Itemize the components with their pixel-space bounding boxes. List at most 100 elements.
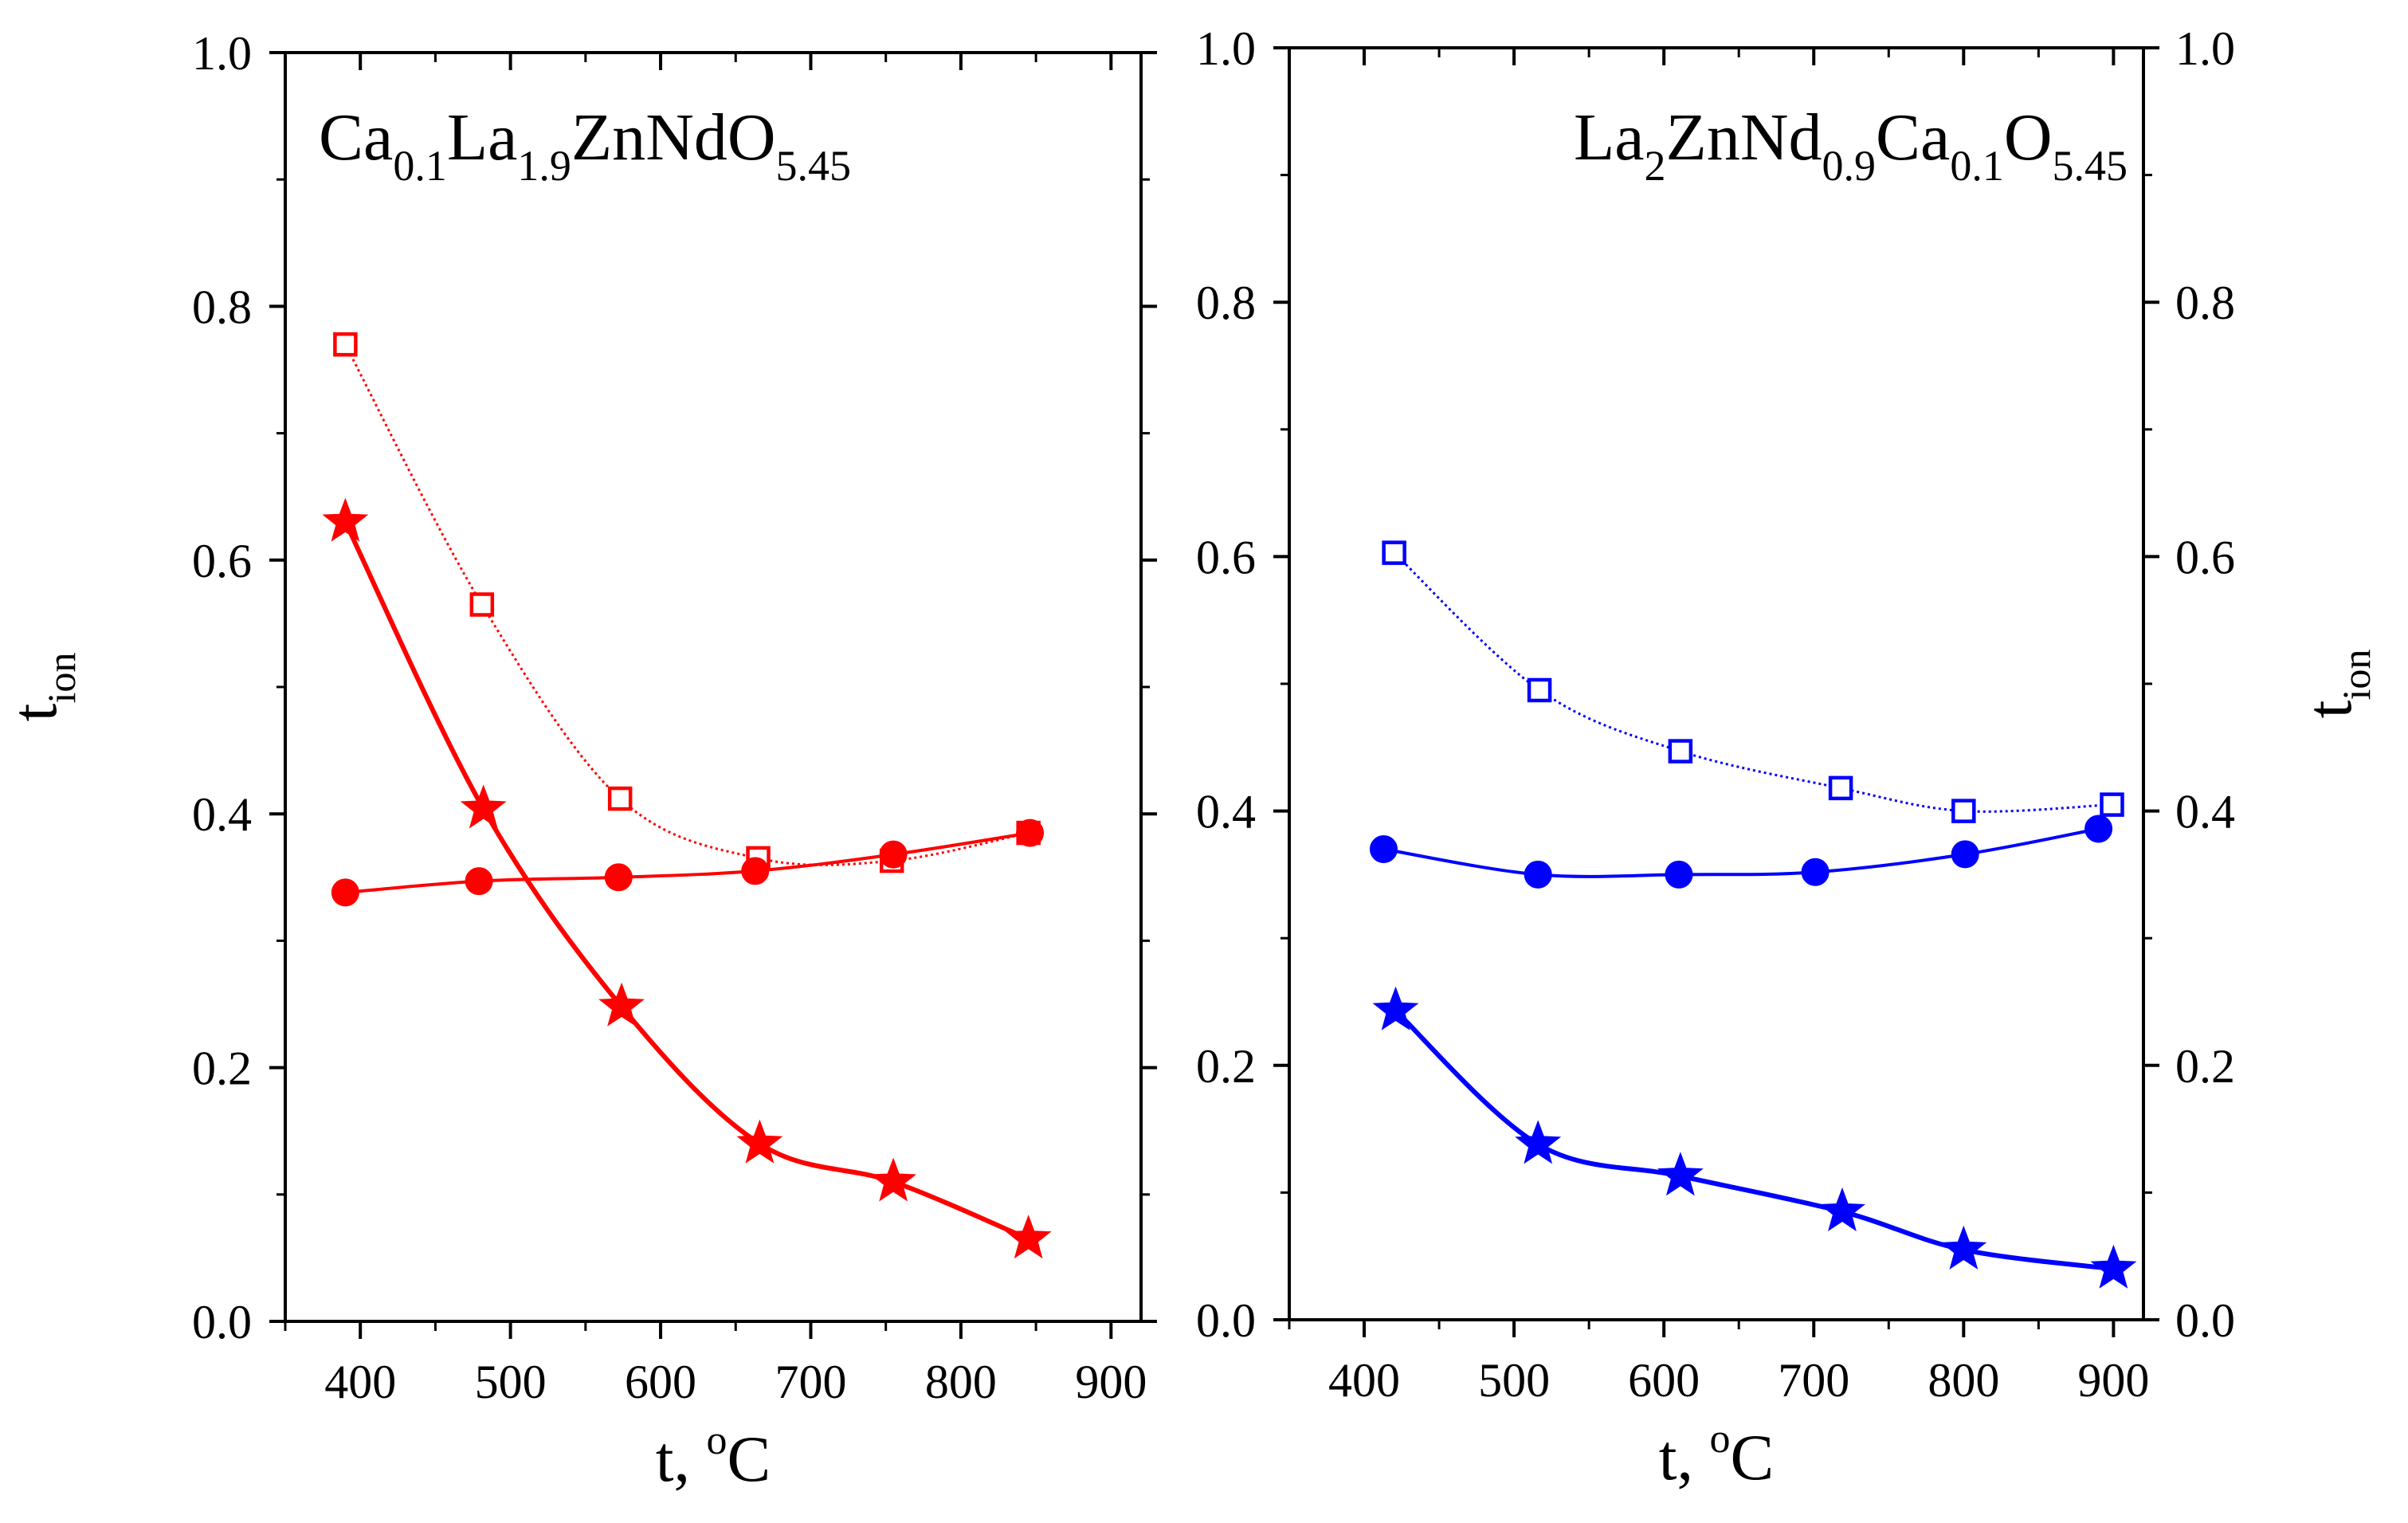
panel-title-subscript: 0.9 (1822, 142, 1877, 190)
panel-title-subscript: 2 (1645, 142, 1666, 190)
series-line-star (343, 520, 1029, 1242)
y-tick-label-right: 0.8 (2175, 277, 2235, 329)
x-axis-label-main: t, (1659, 1421, 1710, 1494)
data-point-circle (1016, 818, 1045, 847)
panel-right: 400 500 600 700 800 900 0.0 0.0 0.2 0.2 0.4 0.4 0.6 0… (1196, 22, 2379, 1494)
data-point-star (1940, 1225, 1987, 1270)
y-tick-label: 1.0 (192, 27, 252, 80)
y-axis-label: tion (0, 653, 84, 722)
y-axis-label: tion (2292, 650, 2379, 719)
data-point-star (322, 497, 369, 542)
data-point-star (1657, 1152, 1704, 1196)
y-tick-label: 0.2 (1196, 1040, 1256, 1093)
panel-title-text: ZnNd (1666, 100, 1822, 175)
x-tick-label: 800 (925, 1356, 997, 1408)
data-point-circle (741, 857, 770, 885)
data-point-square (2100, 792, 2124, 817)
data-point-star (1515, 1120, 1562, 1164)
panel-title-text: O (2004, 100, 2053, 175)
data-point-circle (879, 840, 908, 869)
x-axis-label-unit: C (1731, 1421, 1775, 1494)
panel-title-subscript: 5.45 (776, 142, 852, 190)
y-tick-label-right: 0.4 (2175, 786, 2235, 838)
data-point-circle (2084, 814, 2113, 843)
data-point-star (1005, 1215, 1052, 1259)
x-axis-label-unit: C (727, 1423, 771, 1495)
data-point-square (333, 332, 358, 357)
data-point-circle (604, 863, 633, 892)
panel-left: 400 500 600 700 800 900 0.0 0.2 0.4 0.6 0.8 1.0 t, o… (0, 27, 1157, 1495)
panel-title-text: La (447, 100, 518, 175)
x-tick-label: 500 (1478, 1354, 1550, 1407)
panel-title-subscript: 0.1 (393, 142, 447, 190)
data-point-square (607, 786, 633, 811)
y-axis-label-sub: ion (2334, 650, 2379, 701)
x-tick-label: 800 (1928, 1354, 1999, 1407)
data-point-circle (1801, 858, 1830, 886)
data-point-star (736, 1119, 783, 1164)
data-point-star (2090, 1244, 2137, 1289)
series-line-square-open (344, 343, 1029, 866)
x-tick-label: 600 (1628, 1354, 1700, 1407)
data-point-square (1382, 540, 1406, 565)
x-axis-label-degree: o (707, 1418, 727, 1463)
plot-frame (1288, 46, 2145, 1321)
data-point-square (469, 592, 495, 617)
y-tick-label: 0.8 (192, 281, 252, 333)
series-line-circle (1383, 826, 2099, 878)
x-tick-label: 500 (475, 1356, 547, 1408)
y-tick-label: 0.4 (1196, 786, 1256, 838)
data-point-circle (1951, 840, 1979, 869)
panel-title-text: ZnNdO (571, 100, 776, 175)
panel-title-subscript: 1.9 (517, 142, 571, 190)
series-line-circle (345, 831, 1030, 894)
panel-title-text: La (1574, 100, 1645, 175)
plot-frame (284, 51, 1143, 1323)
data-point-square (1668, 739, 1693, 763)
panel-title-subscript: 5.45 (2053, 142, 2128, 190)
y-axis-label-main: t (0, 703, 70, 721)
data-point-circle (1665, 860, 1693, 889)
data-point-square (1828, 775, 1853, 801)
x-axis-label: t, oC (656, 1418, 771, 1495)
y-tick-label: 0.6 (1196, 531, 1256, 583)
panel-title: Ca0.1La1.9ZnNdO5.45 (319, 100, 851, 190)
y-tick-label: 0.2 (192, 1042, 252, 1095)
data-point-star (1372, 986, 1419, 1030)
data-point-star (598, 982, 645, 1026)
y-tick-label-right: 0.6 (2175, 531, 2235, 583)
x-tick-label: 700 (1778, 1354, 1849, 1407)
y-tick-label-right: 0.0 (2175, 1294, 2235, 1347)
x-axis-label-degree: o (1710, 1416, 1731, 1462)
data-point-square (1951, 799, 1976, 823)
x-tick-label: 600 (625, 1356, 696, 1408)
data-point-circle (465, 867, 493, 896)
panel-title: La2ZnNd0.9Ca0.1O5.45 (1574, 100, 2128, 190)
y-tick-label-right: 1.0 (2175, 22, 2235, 75)
y-tick-label: 0.8 (1196, 277, 1256, 329)
data-point-square (1527, 677, 1552, 703)
panel-title-text: Ca (319, 100, 393, 175)
y-tick-label: 1.0 (1196, 22, 1256, 75)
x-axis-label-main: t, (656, 1423, 707, 1495)
x-tick-label: 400 (324, 1356, 396, 1408)
y-axis-label-main: t (2292, 700, 2365, 718)
x-tick-label: 900 (2077, 1354, 2149, 1407)
x-axis-label: t, oC (1659, 1416, 1775, 1494)
data-point-circle (1524, 860, 1552, 889)
y-tick-label: 0.4 (192, 788, 252, 841)
y-tick-label-right: 0.2 (2175, 1040, 2235, 1093)
panel-title-text: Ca (1876, 100, 1950, 175)
x-tick-label: 400 (1328, 1354, 1400, 1407)
y-tick-label: 0.6 (192, 535, 252, 587)
panel-title-subscript: 0.1 (1950, 142, 2004, 190)
x-tick-label: 900 (1075, 1356, 1147, 1408)
y-tick-label: 0.0 (192, 1296, 252, 1348)
series-line-star (1394, 1009, 2114, 1272)
y-tick-label: 0.0 (1196, 1294, 1256, 1347)
data-point-star (460, 784, 507, 829)
data-point-circle (1369, 834, 1398, 863)
x-tick-label: 700 (775, 1356, 846, 1408)
